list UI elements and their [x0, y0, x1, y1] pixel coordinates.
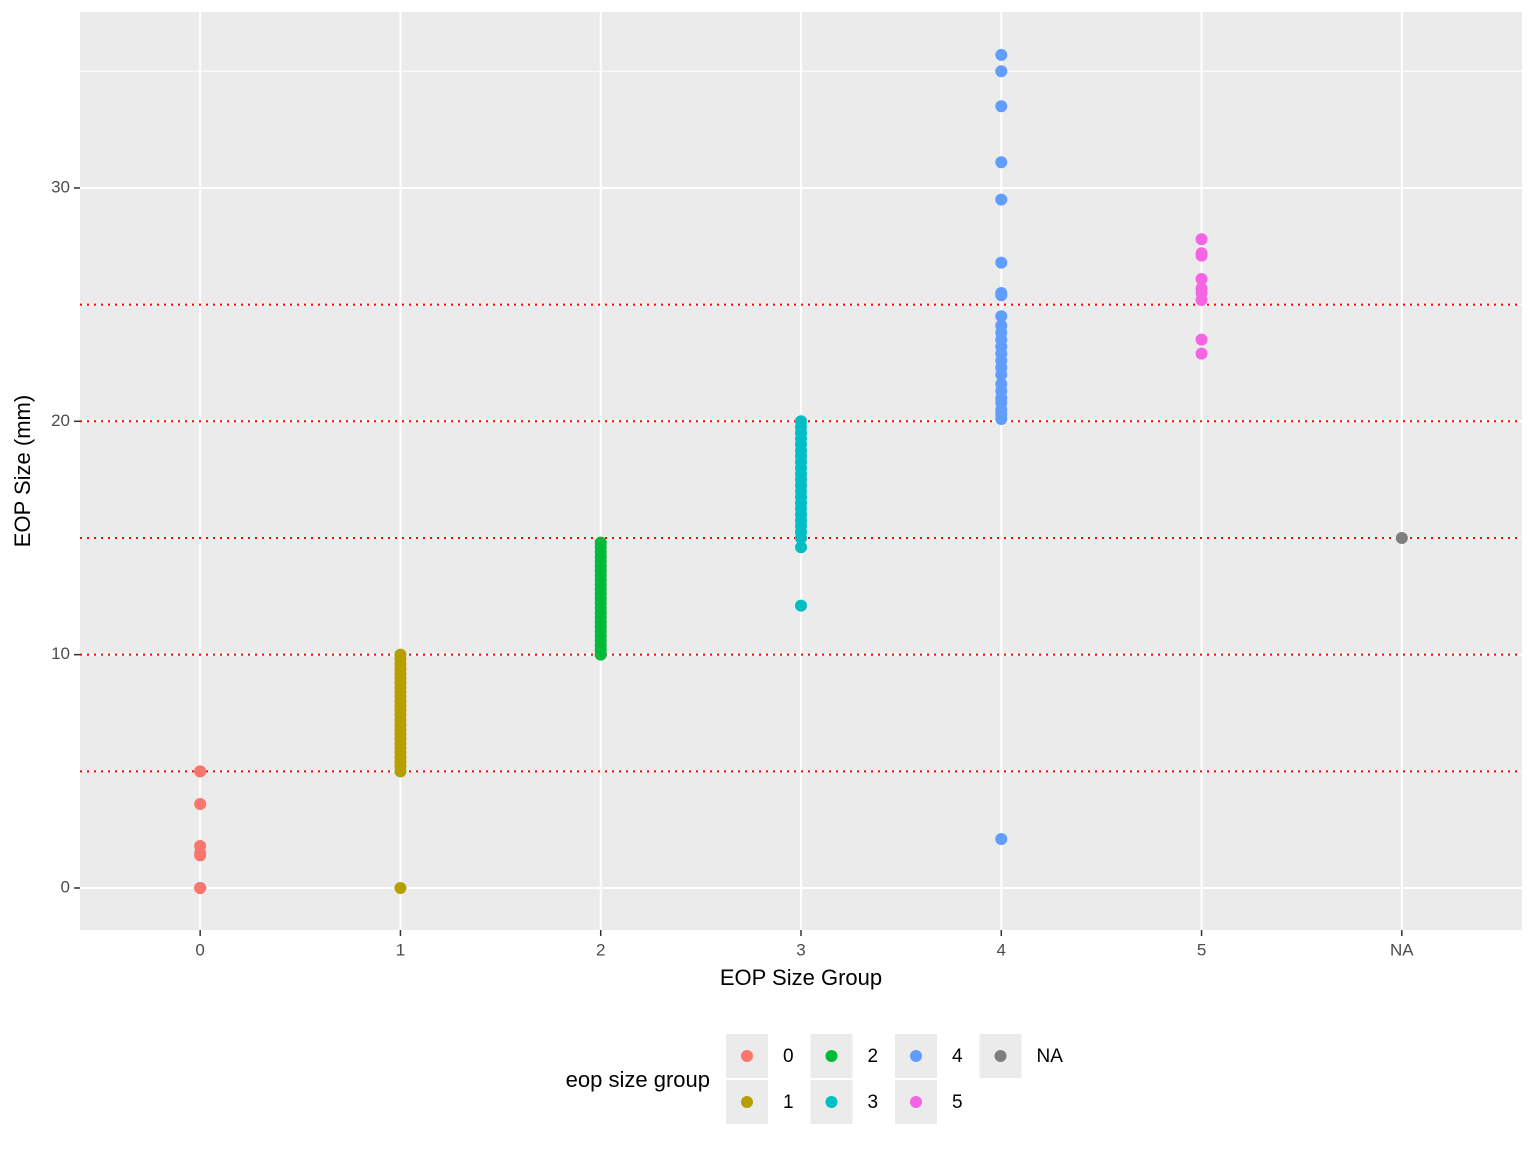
point	[795, 599, 807, 612]
legend-marker	[741, 1096, 753, 1108]
legend-title: eop size group	[566, 1067, 710, 1092]
point	[194, 797, 207, 810]
point	[394, 881, 407, 894]
legend-label: 4	[952, 1046, 963, 1067]
point	[795, 415, 807, 428]
y-tick-label: 10	[51, 644, 70, 663]
legend-label: 3	[868, 1092, 879, 1113]
point	[995, 832, 1008, 845]
legend-marker	[741, 1050, 753, 1062]
point	[995, 286, 1008, 299]
point	[995, 48, 1008, 61]
legend-label: NA	[1037, 1046, 1064, 1067]
point	[194, 839, 207, 852]
point	[1395, 531, 1408, 544]
x-axis-title: EOP Size Group	[720, 965, 882, 990]
point	[995, 377, 1008, 390]
y-tick-label: 0	[61, 877, 70, 896]
point	[1195, 233, 1208, 246]
legend-label: 2	[868, 1046, 879, 1067]
legend-label: 5	[952, 1092, 963, 1113]
point	[995, 156, 1008, 169]
x-tick-label: 3	[796, 940, 805, 959]
point	[594, 536, 607, 549]
point	[1195, 333, 1208, 346]
point	[394, 648, 407, 661]
legend-marker	[825, 1050, 838, 1062]
legend-label: 1	[783, 1092, 794, 1113]
point	[995, 65, 1008, 78]
x-tick-label: 4	[997, 940, 1006, 959]
point	[995, 319, 1008, 332]
y-tick-label: 30	[51, 177, 70, 196]
legend-marker	[994, 1050, 1007, 1062]
x-tick-label: 2	[596, 940, 605, 959]
point	[194, 765, 207, 778]
point	[995, 100, 1008, 113]
point	[995, 310, 1008, 323]
legend-marker	[910, 1050, 922, 1062]
y-axis-title: EOP Size (mm)	[10, 395, 35, 547]
x-tick-label: 0	[195, 940, 204, 959]
points	[194, 48, 1408, 894]
point	[795, 541, 807, 554]
point	[1195, 247, 1208, 260]
x-tick-label: NA	[1390, 940, 1414, 959]
point	[194, 881, 207, 894]
x-tick-label: 1	[396, 940, 405, 959]
legend-marker	[825, 1096, 838, 1108]
legend: 0 1 2 3 4 5 NA	[726, 1034, 1063, 1124]
point	[1195, 347, 1208, 360]
point	[1195, 272, 1208, 285]
legend-label: 0	[783, 1046, 794, 1067]
point	[1195, 282, 1208, 295]
point	[995, 193, 1008, 206]
y-tick-label: 20	[51, 411, 70, 430]
x-tick-label: 5	[1197, 940, 1206, 959]
point	[995, 256, 1008, 269]
legend-marker	[910, 1096, 922, 1108]
